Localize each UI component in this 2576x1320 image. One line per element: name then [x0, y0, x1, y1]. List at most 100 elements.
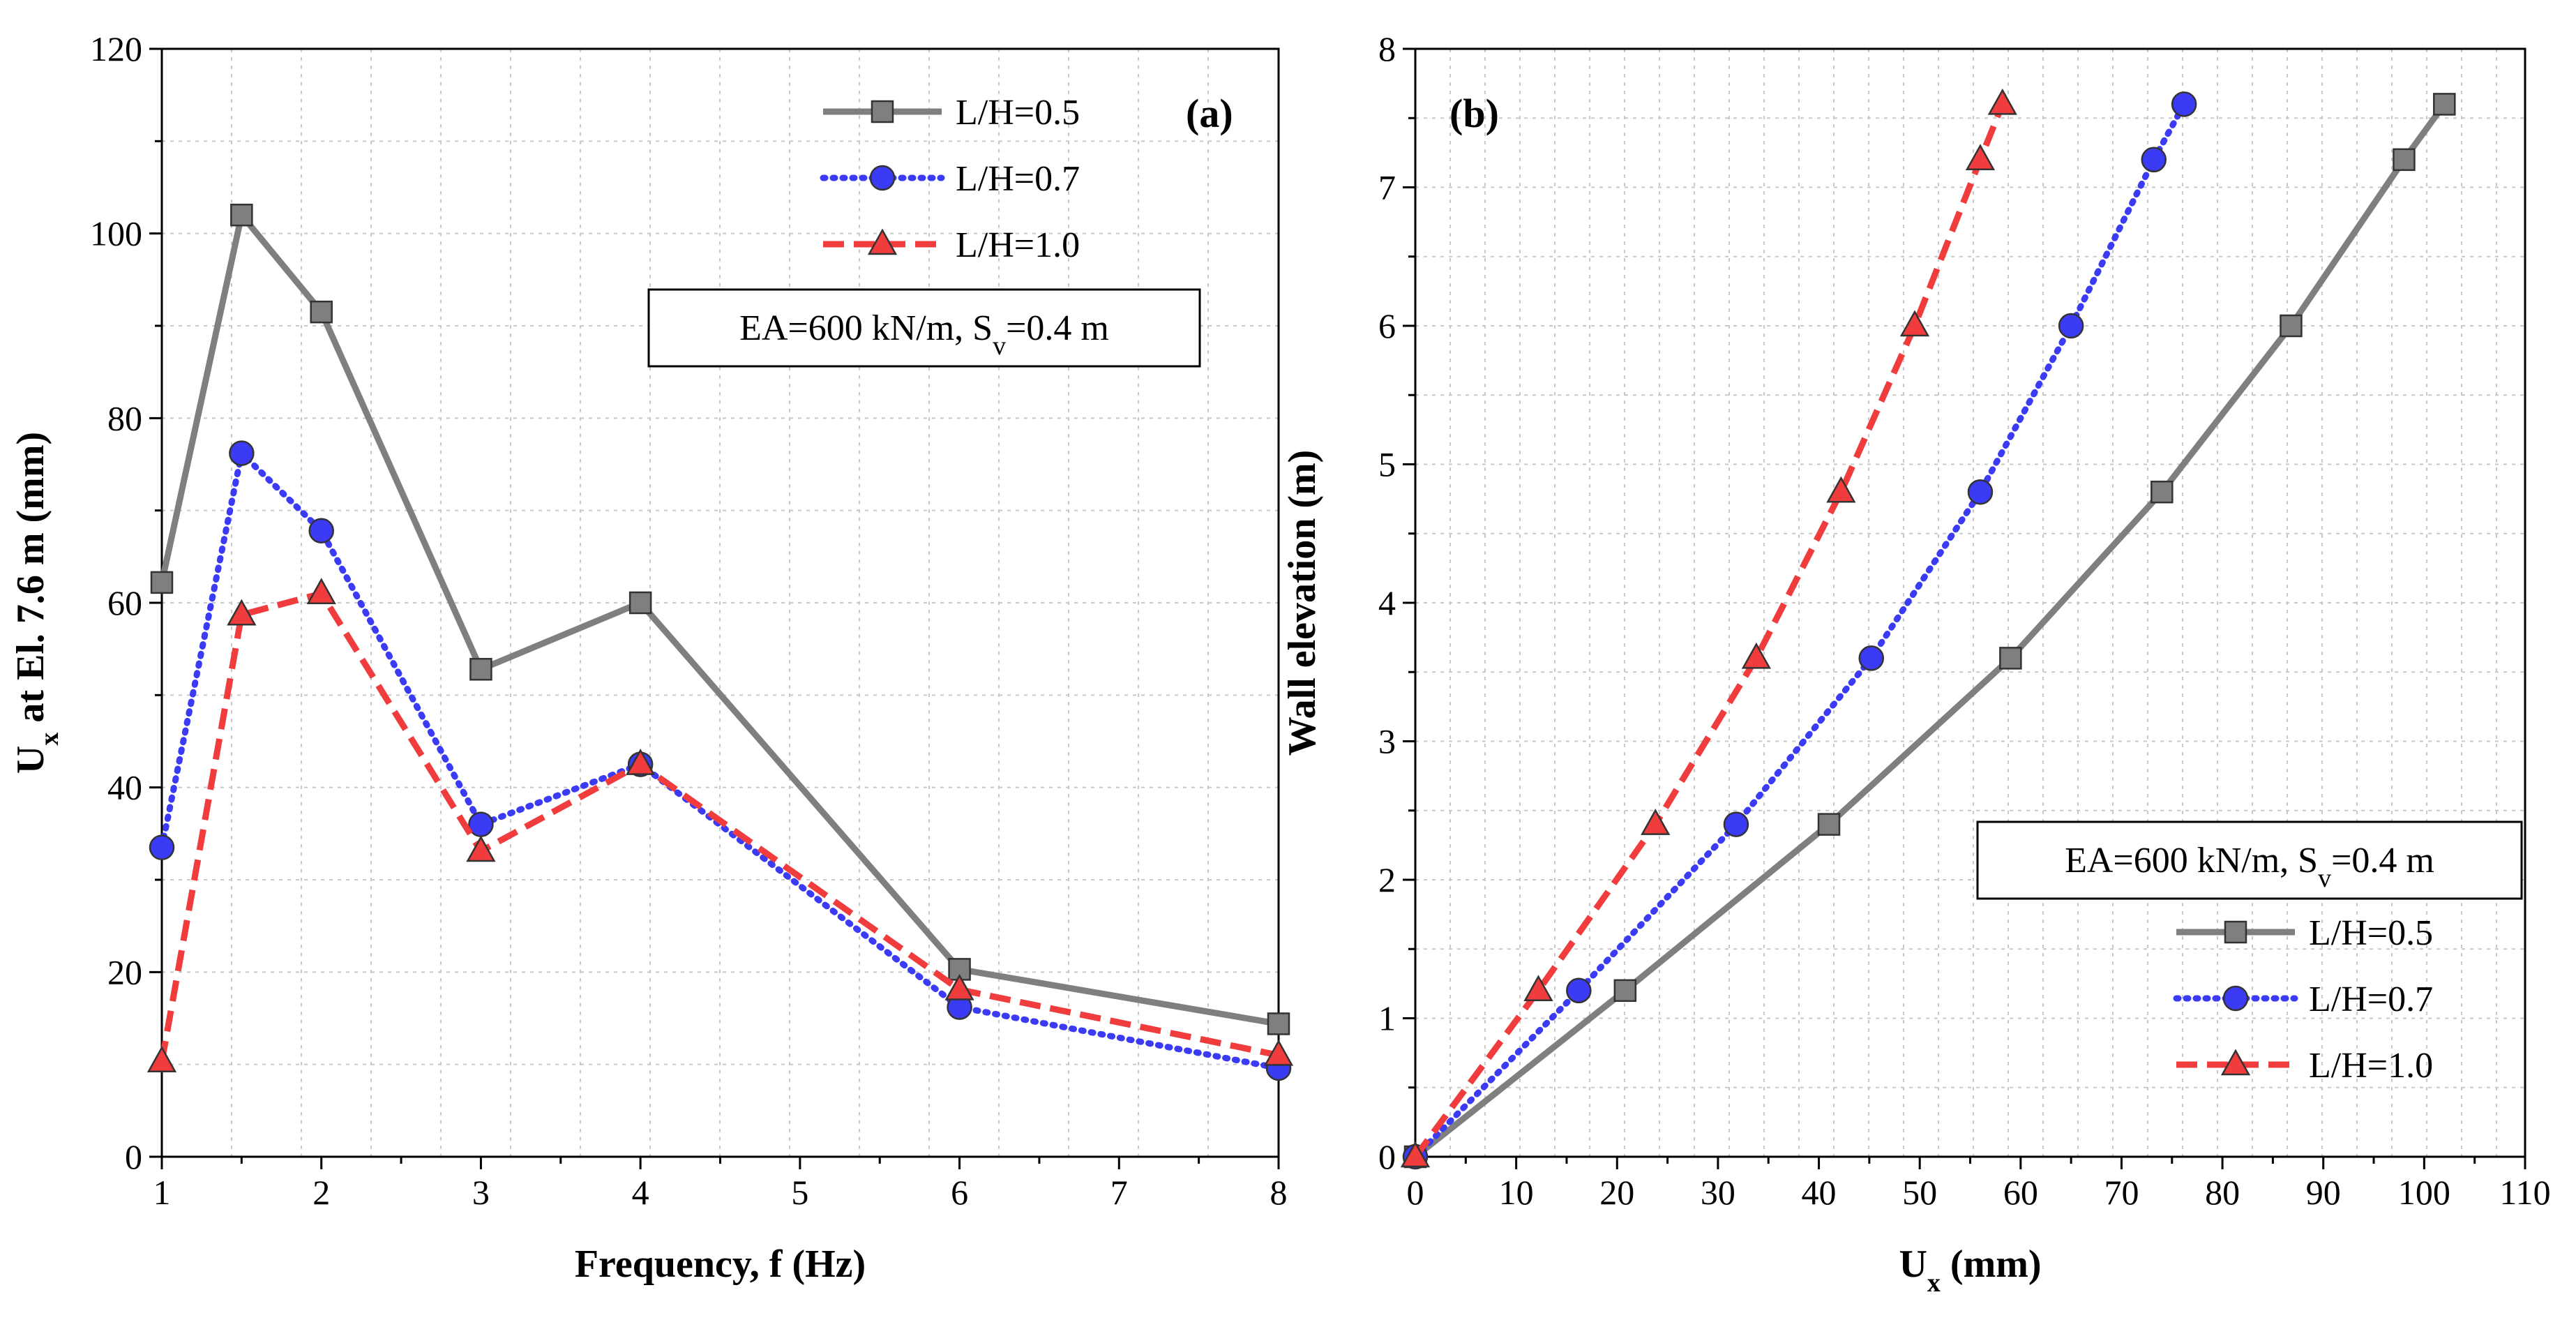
legend-label: L/H=1.0 [2309, 1046, 2433, 1086]
grid [1415, 49, 2525, 1157]
data-point-marker [2393, 148, 2416, 172]
data-point-marker [628, 591, 652, 615]
data-point-marker [1263, 1039, 1294, 1066]
x-tick-label: 40 [1802, 1173, 1837, 1212]
data-point-marker [469, 658, 492, 681]
x-tick-label: 110 [2499, 1173, 2550, 1212]
y-tick-label: 60 [107, 583, 142, 622]
x-tick-label: 4 [632, 1173, 649, 1212]
data-point-marker [1267, 1012, 1290, 1035]
x-tick-label: 7 [1110, 1173, 1128, 1212]
parameter-note: EA=600 kN/m, Sv=0.4 m [647, 288, 1201, 368]
x-tick-label: 70 [2104, 1173, 2139, 1212]
data-point-marker [150, 571, 174, 594]
data-point-marker [466, 835, 496, 862]
x-tick-label: 6 [951, 1173, 968, 1212]
x-tick-label: 90 [2306, 1173, 2341, 1212]
series-line [1413, 102, 2447, 1160]
x-tick-label: 100 [2398, 1173, 2450, 1212]
legend-label: L/H=0.7 [956, 159, 1080, 199]
y-axis-label: Wall elevation (m) [1281, 450, 1324, 756]
x-tick-label: 60 [2003, 1173, 2038, 1212]
series-L/H=1.0 [146, 578, 1294, 1072]
panel-label: (b) [1449, 91, 1499, 136]
x-tick-label: 0 [1407, 1173, 1424, 1212]
data-point-marker [2433, 93, 2456, 116]
legend: L/H=0.5 L/H=0.7 L/H=1.0 [2173, 913, 2433, 1086]
data-point-marker [1566, 977, 1592, 1004]
y-tick-label: 6 [1378, 306, 1396, 345]
data-point-marker [149, 834, 175, 860]
note-text: EA=600 kN/m, Sv=0.4 m [739, 308, 1109, 361]
series-L/H=0.5 [1403, 93, 2456, 1169]
data-point-marker [1613, 979, 1637, 1003]
data-point-marker [948, 958, 971, 981]
legend-marker [871, 100, 894, 123]
data-point-marker [468, 811, 494, 837]
data-point-marker [310, 300, 333, 324]
data-point-marker [2151, 480, 2174, 504]
y-tick-label: 1 [1378, 999, 1396, 1038]
x-tick-label: 3 [472, 1173, 490, 1212]
y-tick-label: 5 [1378, 445, 1396, 484]
data-point-marker [1858, 645, 1885, 671]
data-point-marker [1817, 813, 1841, 836]
data-point-marker [1987, 88, 2017, 115]
data-point-marker [1899, 310, 1930, 337]
y-tick-label: 0 [1378, 1137, 1396, 1176]
legend-marker [2220, 1049, 2251, 1076]
data-point-marker [2280, 314, 2303, 338]
parameter-note: EA=600 kN/m, Sv=0.4 m [1976, 820, 2523, 900]
y-tick-label: 0 [125, 1137, 142, 1176]
legend-label: L/H=1.0 [956, 225, 1080, 265]
data-point-marker [1999, 647, 2022, 670]
x-tick-label: 20 [1599, 1173, 1634, 1212]
data-point-marker [944, 973, 974, 1000]
data-point-marker [230, 203, 253, 227]
note-text: EA=600 kN/m, Sv=0.4 m [2065, 841, 2434, 893]
data-point-marker [2058, 313, 2084, 339]
series-L/H=0.5 [150, 203, 1290, 1035]
legend-marker [869, 165, 896, 191]
series-line [1412, 100, 2187, 1160]
data-point-marker [1741, 642, 1772, 669]
x-tick-label: 1 [153, 1173, 171, 1212]
legend-marker [2222, 985, 2249, 1012]
x-tick-label: 2 [312, 1173, 330, 1212]
note-box [1976, 820, 2523, 900]
x-tick-label: 30 [1701, 1173, 1735, 1212]
data-point-marker [306, 578, 336, 605]
data-point-marker [1641, 809, 1671, 835]
y-axis-label: Ux at El. 7.6 m (mm) [9, 432, 64, 774]
y-tick-label: 100 [90, 214, 142, 253]
y-tick-label: 120 [90, 29, 142, 68]
legend-marker [867, 228, 898, 255]
panel-b-chart: 0 10 20 30 40 50 60 70 80 90 100 110 0 1 2 3 4 5 6 7 8 Ux (mm… [1281, 29, 2551, 1298]
y-tick-label: 8 [1378, 29, 1396, 68]
series-L/H=0.7 [1402, 91, 2197, 1170]
data-point-marker [1965, 144, 1996, 171]
series-line [1413, 103, 2005, 1159]
data-point-marker [626, 749, 656, 775]
y-tick-label: 7 [1378, 168, 1396, 207]
data-point-marker [227, 599, 257, 626]
grid [162, 49, 1279, 1157]
data-point-marker [308, 518, 334, 544]
y-tick-label: 20 [107, 952, 142, 991]
x-axis-label: Frequency, f (Hz) [575, 1243, 866, 1286]
x-axis-label: Ux (mm) [1899, 1243, 2041, 1298]
legend-label: L/H=0.7 [2309, 980, 2433, 1019]
x-tick-label: 8 [1270, 1173, 1288, 1212]
x-tick-label: 10 [1499, 1173, 1534, 1212]
y-tick-label: 4 [1378, 583, 1396, 622]
y-tick-label: 2 [1378, 860, 1396, 899]
data-point-marker [2171, 91, 2197, 117]
data-point-marker [1523, 975, 1553, 1002]
data-point-marker [2141, 147, 2167, 173]
x-tick-label: 50 [1902, 1173, 1937, 1212]
legend-marker [2224, 920, 2247, 944]
y-tick-label: 40 [107, 768, 142, 807]
data-point-marker [1826, 476, 1856, 503]
